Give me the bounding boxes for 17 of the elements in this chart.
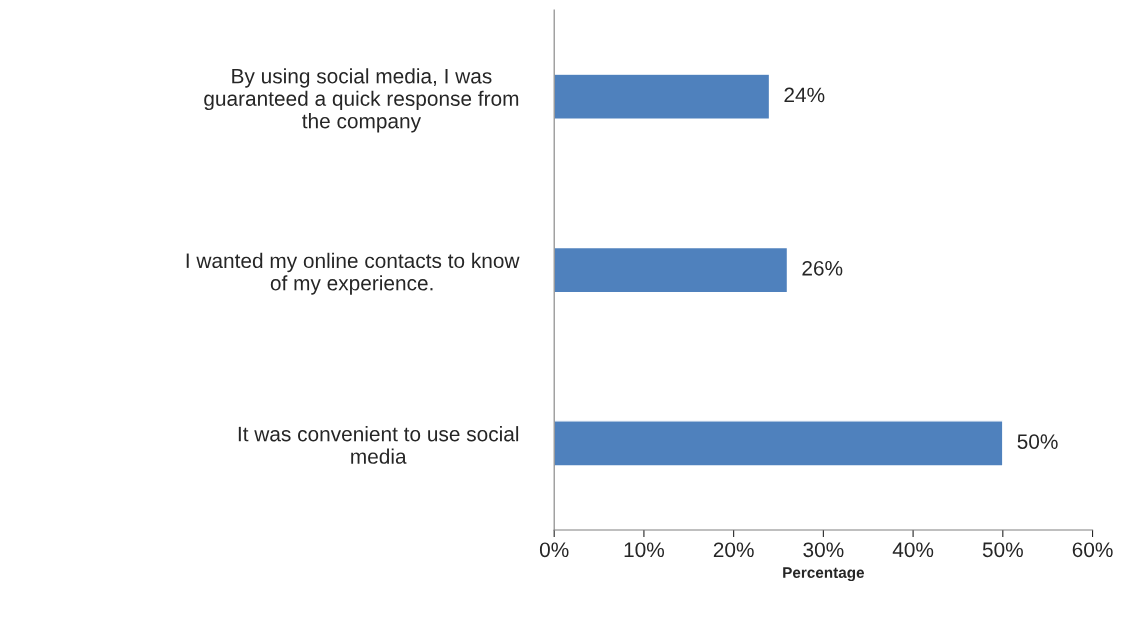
bar <box>554 246 789 294</box>
data-label: 26% <box>802 260 843 276</box>
data-label: 24% <box>784 87 825 103</box>
x-tick-label: 60% <box>1072 542 1113 558</box>
y-tick-label: By using social media, I was guaranteed a quick response from the company <box>204 68 519 133</box>
x-tick-label: 10% <box>624 542 665 558</box>
x-tick-label: 40% <box>892 542 934 558</box>
bar <box>554 73 771 120</box>
x-tick-label: 0% <box>539 542 569 558</box>
bar <box>554 420 1004 467</box>
y-tick-label: It was convenient to use social media <box>238 426 519 464</box>
x-tick-label: 50% <box>982 542 1023 558</box>
y-tick-label: I wanted my online contacts to know of my experience. <box>186 252 520 295</box>
x-tick-label: 30% <box>803 542 844 558</box>
data-label: 50% <box>1017 434 1058 449</box>
x-axis-title: Percentage <box>783 567 865 582</box>
x-tick-label: 20% <box>713 542 754 558</box>
